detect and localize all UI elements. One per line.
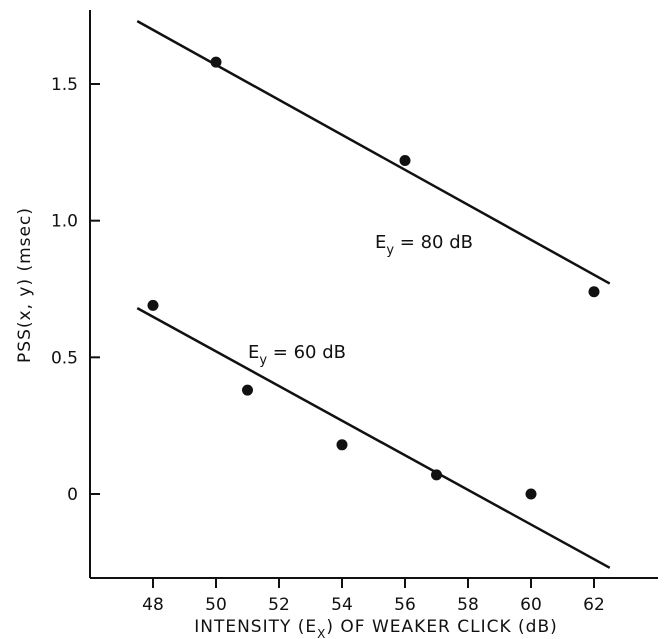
x-tick-label: 62 [583,595,605,615]
y-axis-title: PSS(x, y) (msec) [15,207,35,363]
series-label-tail: = 80 dB [394,232,473,253]
series-label-sub: y [386,243,394,258]
y-tick-label: 1.0 [51,212,78,232]
y-ticks: 0 0.5 1.0 1.5 [51,75,100,505]
data-point-series-1 [147,299,159,311]
x-tick-label: 50 [205,595,227,615]
x-tick-label: 60 [520,595,542,615]
fit-lines [136,20,611,569]
data-point-series-0 [210,56,222,68]
y-tick-label: 0 [67,485,78,505]
data-point-series-1 [242,384,253,396]
axes [89,10,658,579]
fit-line-series-0 [136,20,611,285]
x-axis-title-sub: X [317,627,326,639]
data-point-series-1 [525,488,537,500]
series-label-main: E [375,232,386,253]
series-label-main: E [248,342,259,363]
data-points [147,56,600,500]
series-label-60db: Ey = 60 dB [248,342,346,368]
series-label-80db: Ey = 80 dB [375,232,473,258]
data-point-series-1 [336,439,348,451]
x-axis-title-main: INTENSITY (E [194,617,317,637]
data-point-series-0 [588,286,600,298]
x-tick-label: 56 [394,595,416,615]
y-tick-label: 0.5 [51,348,78,368]
x-axis-title: INTENSITY (EX) OF WEAKER CLICK (dB) [194,617,558,639]
x-ticks: 48 50 52 54 56 58 60 62 [142,578,605,615]
series-label-tail: = 60 dB [267,342,346,363]
x-tick-label: 58 [457,595,479,615]
data-point-series-0 [399,155,411,167]
x-tick-label: 52 [268,595,290,615]
fit-line-series-1 [136,307,611,569]
x-axis-title-tail: ) OF WEAKER CLICK (dB) [326,617,557,637]
data-point-series-1 [431,469,442,481]
series-label-sub: y [259,353,267,368]
x-tick-label: 48 [142,595,164,615]
x-tick-label: 54 [331,595,353,615]
y-tick-label: 1.5 [51,75,78,95]
